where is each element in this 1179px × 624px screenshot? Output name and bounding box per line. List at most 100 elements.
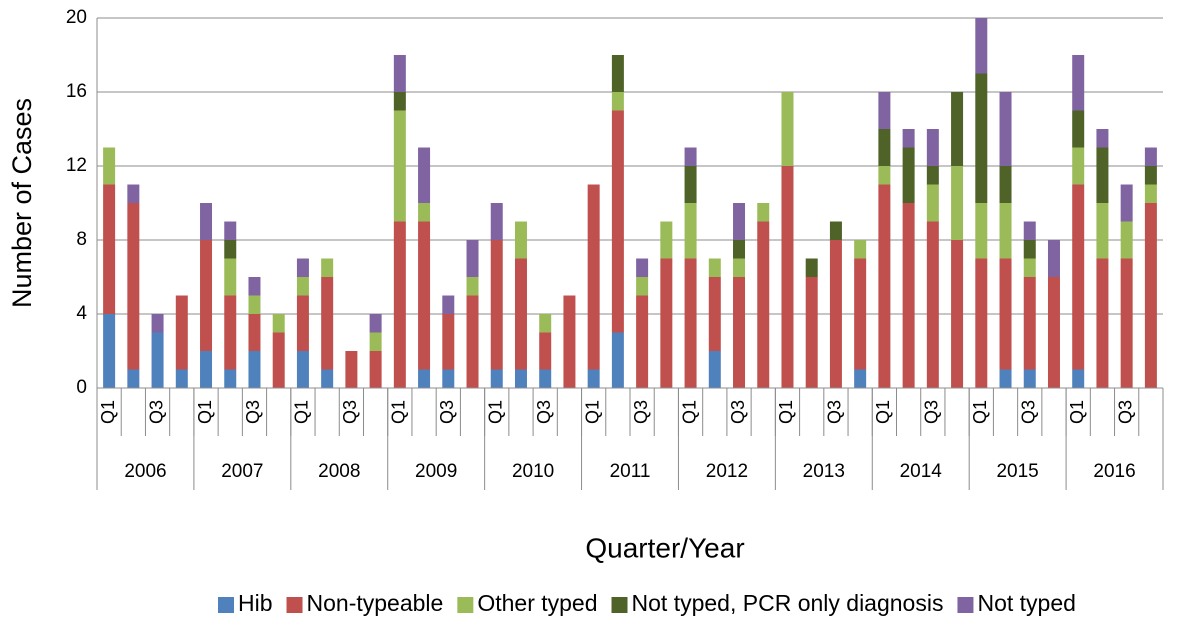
bar-segment [103, 184, 116, 314]
bar-segment [636, 295, 649, 388]
bar-segment [296, 295, 309, 351]
x-tick-label: Q1 [292, 400, 312, 424]
bar-segment [1072, 147, 1085, 185]
bar-segment [781, 166, 794, 388]
group-label: 2016 [1093, 461, 1135, 482]
y-axis-label: Number of Cases [7, 98, 37, 308]
bar-segment [902, 129, 915, 148]
bar-segment [587, 369, 600, 388]
bar-segment [418, 369, 431, 388]
bar-segment [490, 369, 503, 388]
bar-segment [999, 258, 1012, 370]
x-axis-label: Quarter/Year [585, 532, 744, 563]
legend-label: Other typed [477, 590, 597, 616]
x-tick-label: Q1 [873, 400, 893, 424]
bar-segment [296, 277, 309, 296]
legend-label: Hib [238, 590, 273, 616]
group-label: 2010 [512, 461, 554, 482]
bar-segment [1144, 166, 1157, 185]
bar-segment [175, 369, 188, 388]
group-label: 2014 [900, 461, 943, 482]
y-tick-label: 4 [76, 303, 87, 324]
bar-segment [1023, 240, 1036, 259]
bar-segment [660, 221, 673, 259]
bar-segment [1072, 55, 1085, 111]
bar-segment [926, 221, 939, 388]
bar-segment [563, 295, 576, 388]
bar-segment [684, 258, 697, 388]
bar-segment [514, 258, 527, 370]
bar-segment [805, 277, 818, 388]
bar-segment [466, 295, 479, 388]
bar-segment [854, 258, 867, 370]
bar-segment [829, 221, 842, 240]
y-tick-label: 16 [66, 81, 87, 102]
bar-segment [1096, 258, 1109, 388]
bar-segment [708, 277, 721, 351]
bar-segment [200, 203, 213, 240]
bar-segment [902, 147, 915, 203]
bar-segment [418, 147, 431, 203]
bar-segment [224, 221, 237, 240]
x-tick-label: Q3 [922, 400, 942, 424]
bar-segment [1047, 277, 1060, 388]
x-tick-label: Q1 [98, 400, 118, 424]
x-tick-label: Q3 [1115, 400, 1135, 424]
bar-segment [224, 240, 237, 259]
bar-segment [151, 332, 164, 388]
legend-swatch [957, 597, 974, 613]
bar-segment [103, 314, 116, 388]
bar-segment [393, 92, 406, 111]
x-tick-label: Q1 [389, 400, 409, 424]
bar-segment [418, 203, 431, 222]
bar-segment [127, 184, 140, 203]
legend-swatch [218, 597, 234, 613]
bar-segment [878, 184, 891, 388]
legend-swatch [457, 597, 474, 613]
bar-segment [539, 332, 552, 370]
bar-segment [272, 332, 285, 388]
bar-segment [248, 295, 261, 314]
bar-segment [1023, 277, 1036, 370]
bar-segment [442, 314, 455, 370]
legend-swatch [611, 597, 628, 613]
group-label: 2012 [706, 461, 748, 482]
bar-segment [975, 73, 988, 203]
bar-segment [805, 258, 818, 277]
bar-segment [926, 184, 939, 222]
group-label: 2006 [124, 461, 166, 482]
bar-segment [733, 258, 746, 277]
y-tick-label: 12 [66, 155, 87, 176]
bar-segment [926, 166, 939, 185]
bar-segment [369, 351, 382, 388]
bar-segment [514, 221, 527, 259]
bar-segment [902, 203, 915, 388]
bar-segment [272, 314, 285, 333]
bar-segment [321, 258, 334, 277]
bar-segment [1072, 184, 1085, 370]
group-label: 2008 [318, 461, 360, 482]
group-label: 2011 [610, 461, 651, 482]
bar-segment [1023, 369, 1036, 388]
x-tick-label: Q1 [195, 400, 215, 424]
bar-segment [248, 277, 261, 296]
bar-segment [1144, 203, 1157, 388]
group-label: 2007 [221, 461, 263, 482]
y-tick-label: 0 [76, 377, 87, 398]
bar-segment [1120, 221, 1133, 259]
bar-segment [224, 295, 237, 370]
bar-segment [926, 129, 939, 166]
group-label: 2013 [803, 461, 845, 482]
bar-segment [660, 258, 673, 388]
bar-segment [999, 203, 1012, 259]
bar-segment [345, 351, 358, 388]
bar-segment [393, 221, 406, 388]
bar-segment [684, 147, 697, 166]
bar-segment [369, 314, 382, 333]
bar-segment [951, 92, 964, 166]
legend-label: Non-typeable [307, 590, 444, 616]
bar-segment [975, 18, 988, 74]
legend-swatch [286, 597, 303, 613]
bar-segment [1023, 221, 1036, 240]
